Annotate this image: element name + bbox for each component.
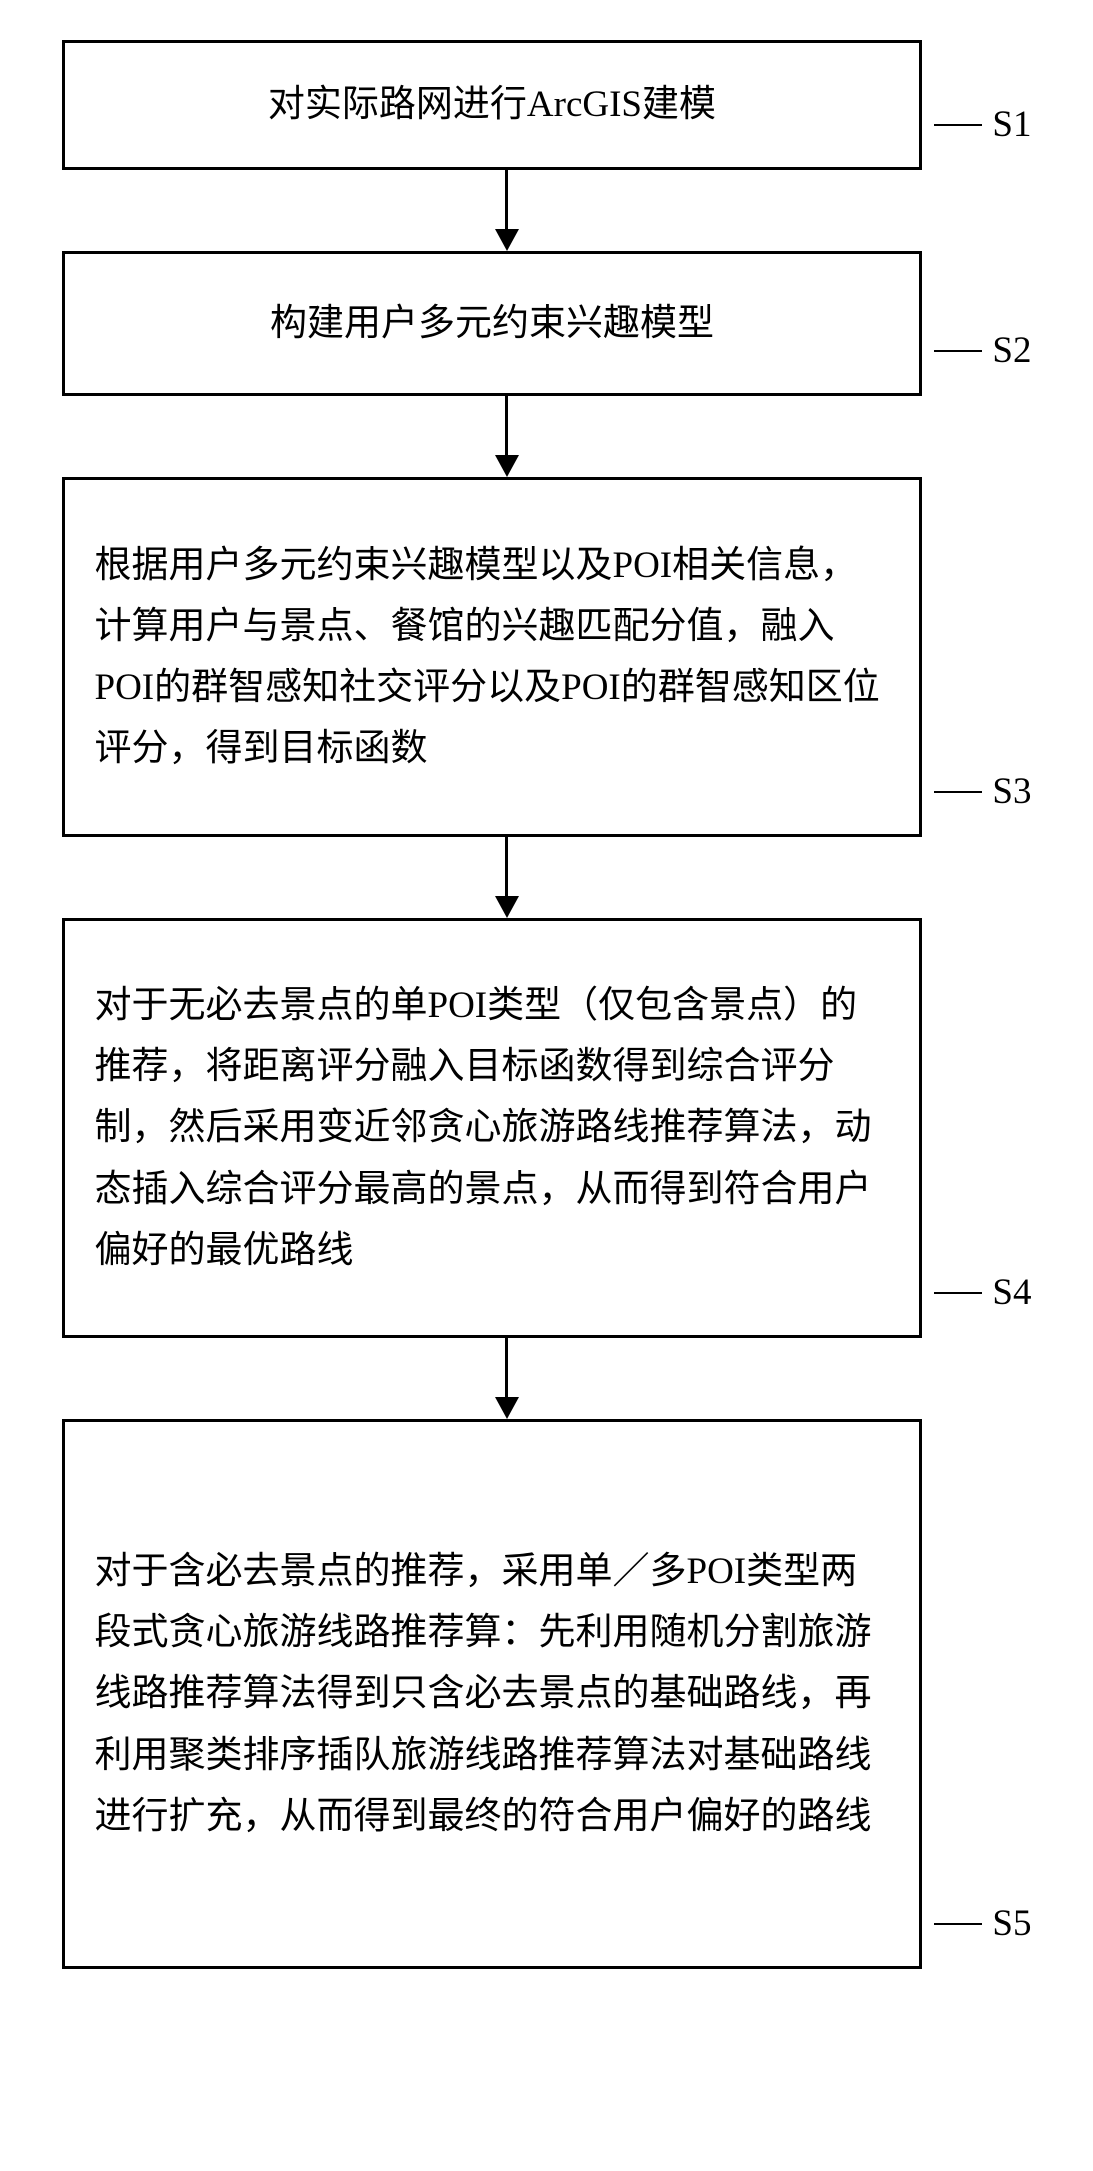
step-s1: 对实际路网进行ArcGIS建模 S1 <box>62 40 1032 170</box>
step-box: 构建用户多元约束兴趣模型 <box>62 251 923 396</box>
step-box: 对于无必去景点的单POI类型（仅包含景点）的推荐，将距离评分融入目标函数得到综合… <box>62 918 923 1338</box>
arrow-head-icon <box>495 896 519 918</box>
step-box: 对于含必去景点的推荐，采用单／多POI类型两段式贪心旅游线路推荐算：先利用随机分… <box>62 1419 923 1969</box>
step-label-wrapper: S1 <box>922 103 1031 170</box>
step-label-wrapper: S3 <box>922 770 1031 837</box>
step-text: 对于含必去景点的推荐，采用单／多POI类型两段式贪心旅游线路推荐算：先利用随机分… <box>95 1541 890 1846</box>
step-s4: 对于无必去景点的单POI类型（仅包含景点）的推荐，将距离评分融入目标函数得到综合… <box>62 918 1032 1338</box>
arrow-down <box>495 396 519 477</box>
arrow-head-icon <box>495 1397 519 1419</box>
step-label: S5 <box>982 1902 1031 1945</box>
arrow-line <box>505 837 508 897</box>
step-label: S2 <box>982 329 1031 372</box>
step-box: 根据用户多元约束兴趣模型以及POI相关信息，计算用户与景点、餐馆的兴趣匹配分值，… <box>62 477 923 837</box>
step-text: 对于无必去景点的单POI类型（仅包含景点）的推荐，将距离评分融入目标函数得到综合… <box>95 975 890 1280</box>
arrow-line <box>505 1338 508 1398</box>
step-label-connector <box>934 791 982 793</box>
arrow-line <box>505 396 508 456</box>
step-label-wrapper: S4 <box>922 1271 1031 1338</box>
step-s3: 根据用户多元约束兴趣模型以及POI相关信息，计算用户与景点、餐馆的兴趣匹配分值，… <box>62 477 1032 837</box>
arrow-head-icon <box>495 229 519 251</box>
arrow-down <box>495 170 519 251</box>
step-text: 根据用户多元约束兴趣模型以及POI相关信息，计算用户与景点、餐馆的兴趣匹配分值，… <box>95 535 890 779</box>
arrow-row <box>62 837 1032 918</box>
step-box: 对实际路网进行ArcGIS建模 <box>62 40 923 170</box>
arrow-head-icon <box>495 455 519 477</box>
arrow-row <box>62 1338 1032 1419</box>
step-s2: 构建用户多元约束兴趣模型 S2 <box>62 251 1032 396</box>
step-text: 对实际路网进行ArcGIS建模 <box>268 74 716 135</box>
arrow-row <box>62 396 1032 477</box>
step-label-connector <box>934 124 982 126</box>
flowchart-container: 对实际路网进行ArcGIS建模 S1 构建用户多元约束兴趣模型 S2 根据用户多元约束兴… <box>62 40 1032 1969</box>
step-label: S3 <box>982 770 1031 813</box>
arrow-row <box>62 170 1032 251</box>
step-label-connector <box>934 1923 982 1925</box>
step-s5: 对于含必去景点的推荐，采用单／多POI类型两段式贪心旅游线路推荐算：先利用随机分… <box>62 1419 1032 1969</box>
arrow-down <box>495 837 519 918</box>
arrow-line <box>505 170 508 230</box>
step-label-wrapper: S2 <box>922 329 1031 396</box>
step-label: S4 <box>982 1271 1031 1314</box>
step-label-wrapper: S5 <box>922 1902 1031 1969</box>
step-label-connector <box>934 1292 982 1294</box>
arrow-down <box>495 1338 519 1419</box>
step-label-connector <box>934 350 982 352</box>
step-text: 构建用户多元约束兴趣模型 <box>270 293 714 354</box>
step-label: S1 <box>982 103 1031 146</box>
